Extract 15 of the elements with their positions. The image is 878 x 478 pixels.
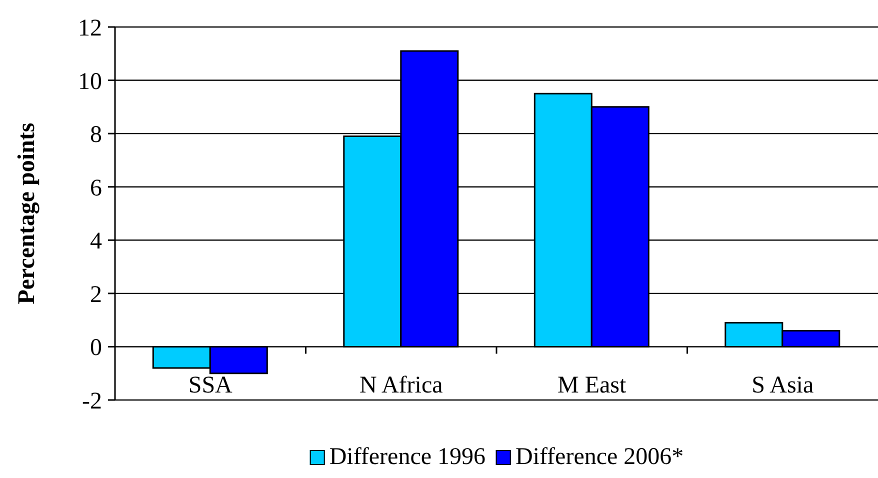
y-tick-label: -2 (82, 388, 102, 415)
y-tick-label: 12 (78, 16, 102, 42)
x-tick-label: SSA (188, 372, 234, 399)
y-tick-label: 4 (90, 228, 102, 255)
x-tick-label: M East (558, 372, 627, 399)
y-tick-label: 2 (90, 282, 102, 308)
legend-label: Difference 1996 (329, 444, 486, 471)
y-tick-label: 6 (90, 175, 102, 202)
y-tick-label: 10 (78, 68, 102, 95)
x-tick-label: S Asia (752, 372, 814, 399)
y-axis-title: Percentage points (14, 122, 40, 304)
y-tick-label: 0 (90, 335, 102, 362)
y-tick-label: 8 (90, 122, 102, 148)
x-tick-label: N Africa (359, 372, 444, 399)
legend-label: Difference 2006* (516, 444, 684, 471)
